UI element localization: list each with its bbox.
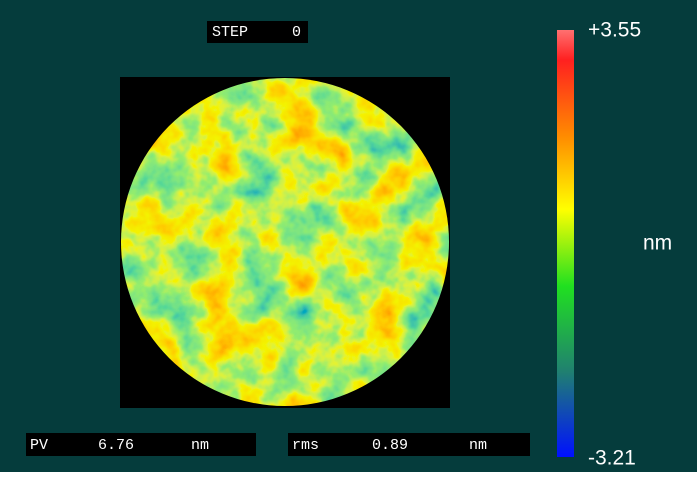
rms-unit: nm [469,437,487,454]
surface-map [121,78,449,406]
step-box [207,21,308,43]
pv-value: 6.76 [98,437,134,454]
step-value: 0 [292,24,301,41]
pv-box [26,433,256,456]
pv-unit: nm [191,437,209,454]
color-bar-min: -3.21 [588,447,636,470]
pv-label: PV [30,437,48,454]
color-bar-unit: nm [643,232,672,255]
rms-value: 0.89 [372,437,408,454]
color-bar-max: +3.55 [588,19,641,42]
rms-label: rms [292,437,319,454]
step-label: STEP [212,24,248,41]
color-bar [557,30,574,457]
rms-box [288,433,530,456]
